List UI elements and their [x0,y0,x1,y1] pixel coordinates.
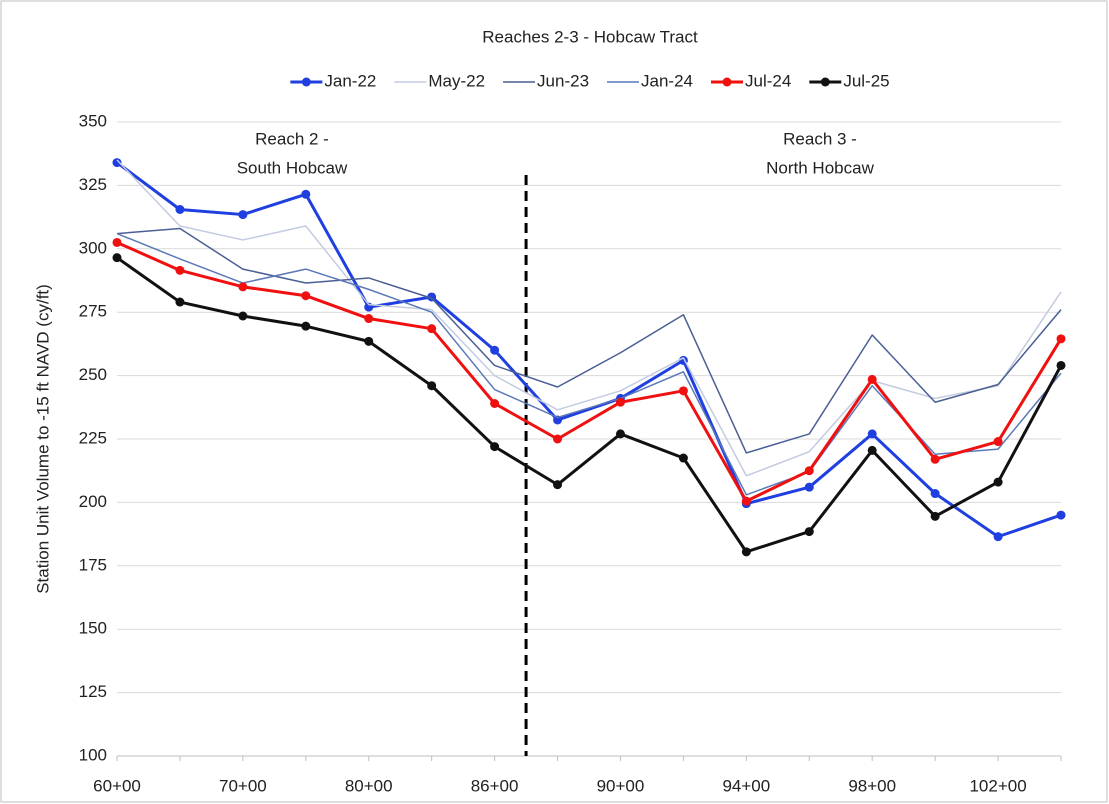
annotation: Reach 3 - [783,129,857,148]
y-tick-label: 300 [79,238,107,257]
legend-label: Jul-25 [843,71,889,90]
data-point [678,453,688,463]
data-point [301,291,311,301]
data-point [804,466,814,476]
legend-label: Jan-24 [641,71,693,90]
series-line [116,159,1062,477]
data-point [1056,360,1066,370]
data-point [993,437,1003,447]
y-tick-label: 150 [79,619,107,638]
legend-label: Jan-22 [324,71,376,90]
x-tick-label: 102+00 [969,776,1026,795]
data-point [993,477,1003,487]
legend-label: Jun-23 [537,71,589,90]
data-point [867,374,877,384]
data-point [427,381,437,391]
annotation: Reach 2 - [255,129,329,148]
data-point [364,314,374,324]
x-tick-label: 94+00 [722,776,770,795]
data-point [175,204,185,214]
chart-title: Reaches 2-3 - Hobcaw Tract [482,27,698,46]
data-point [1056,334,1066,344]
data-point [804,482,814,492]
data-point [301,321,311,331]
series-line [116,241,1063,503]
data-point [112,158,122,168]
data-point [553,434,563,444]
data-point [238,282,248,292]
legend-label: Jul-24 [745,71,791,90]
y-tick-label: 325 [79,175,107,194]
data-point [930,489,940,499]
x-tick-label: 90+00 [597,776,645,795]
data-point [238,210,248,220]
data-point [1056,510,1066,520]
y-tick-label: 350 [79,111,107,130]
data-point [678,386,688,396]
x-tick-label: 60+00 [93,776,141,795]
legend-marker [722,77,732,87]
y-tick-label: 100 [79,745,107,764]
y-axis-label: Station Unit Volume to -15 ft NAVD (cy/f… [33,284,52,594]
x-tick-label: 86+00 [471,776,519,795]
series-line [116,161,1062,539]
legend-marker [301,77,311,87]
data-point [112,237,122,247]
data-point [553,415,563,425]
x-tick-label: 70+00 [219,776,267,795]
series-line [116,256,1063,554]
data-point [993,532,1003,542]
data-point [930,511,940,521]
data-point [175,265,185,275]
data-point [741,496,751,506]
y-tick-label: 200 [79,492,107,511]
data-point [427,324,437,334]
data-point [867,445,877,455]
data-point [490,398,500,408]
legend-marker [820,77,830,87]
data-point [615,397,625,407]
data-point [490,442,500,452]
y-tick-label: 125 [79,682,107,701]
data-point [867,429,877,439]
y-tick-label: 275 [79,302,107,321]
annotation: North Hobcaw [766,158,874,177]
data-point [238,311,248,321]
y-tick-label: 250 [79,365,107,384]
data-point [930,454,940,464]
y-tick-label: 175 [79,555,107,574]
data-point [364,336,374,346]
data-point [553,480,563,490]
x-tick-label: 80+00 [345,776,393,795]
data-point [490,345,500,355]
y-tick-label: 225 [79,428,107,447]
legend-label: May-22 [428,71,485,90]
data-point [175,297,185,307]
legend: Jan-22 May-22 Jun-23 Jan-24 Jul-24 Jul-25 [290,71,890,90]
data-point [112,253,122,263]
data-point [615,429,625,439]
x-tick-label: 98+00 [848,776,896,795]
data-point [301,189,311,199]
data-point [741,547,751,557]
data-point [804,527,814,537]
annotation: South Hobcaw [237,158,348,177]
data-point [427,292,437,302]
